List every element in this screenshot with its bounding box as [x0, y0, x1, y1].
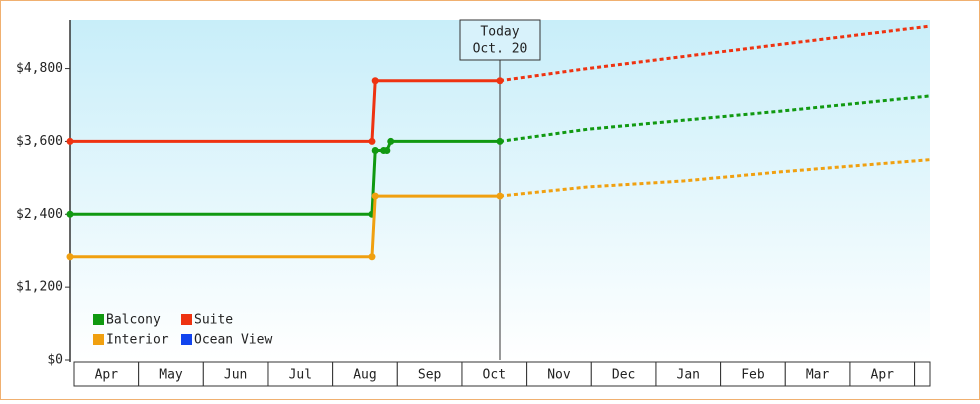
x-tick-label: Jun [224, 368, 247, 383]
price-point [496, 137, 504, 145]
y-tick-label: $2,400 [16, 207, 63, 222]
y-tick-label: $3,600 [16, 134, 63, 149]
month-box [267, 361, 334, 387]
x-tick-label: Nov [547, 368, 571, 383]
legend-label: Balcony [106, 313, 161, 328]
month-box [138, 361, 204, 387]
price-point [368, 137, 376, 145]
forecast-line [499, 94, 931, 143]
x-tick-label: Oct [483, 368, 506, 383]
legend-swatch [93, 314, 104, 325]
today-label: Today [480, 25, 519, 40]
price-point [383, 147, 391, 155]
x-tick-label: Jan [677, 368, 700, 383]
x-tick-label: Jul [289, 368, 312, 383]
price-point [371, 77, 379, 85]
today-box [459, 19, 541, 61]
y-tick-label: $4,800 [16, 61, 63, 76]
x-tick-label: Apr [871, 368, 895, 383]
month-box [396, 361, 463, 387]
month-box [655, 361, 722, 387]
y-tick-label: $0 [47, 353, 63, 368]
legend-swatch [181, 314, 192, 325]
today-label: Oct. 20 [473, 42, 528, 57]
price-point [368, 253, 376, 261]
month-box [332, 361, 398, 387]
price-point [496, 192, 504, 200]
price-point [66, 210, 74, 218]
price-point [66, 137, 74, 145]
price-point [66, 253, 74, 261]
x-tick-label: Dec [612, 368, 635, 383]
legend-label: Ocean View [194, 333, 272, 348]
legend-swatch [93, 334, 104, 345]
month-box [73, 361, 140, 387]
price-point [387, 137, 395, 145]
price-point [371, 192, 379, 200]
price-line [70, 194, 500, 259]
x-tick-label: May [159, 368, 183, 383]
forecast-line [499, 24, 931, 83]
price-point [371, 147, 379, 155]
x-tick-label: Apr [95, 368, 119, 383]
month-box [590, 361, 657, 387]
legend-swatch [181, 334, 192, 345]
price-line [70, 79, 500, 143]
price-point [496, 77, 504, 85]
month-box [526, 361, 592, 387]
month-box [202, 361, 269, 387]
x-tick-label: Sep [418, 368, 442, 383]
legend-label: Suite [194, 313, 233, 328]
x-tick-label: Feb [741, 368, 765, 383]
month-box [784, 361, 851, 387]
x-tick-label: Aug [353, 368, 376, 383]
x-tick-label: Mar [806, 368, 830, 383]
month-box [914, 361, 931, 387]
legend-label: Interior [106, 333, 169, 348]
y-tick-label: $1,200 [16, 280, 63, 295]
forecast-line [499, 158, 931, 198]
